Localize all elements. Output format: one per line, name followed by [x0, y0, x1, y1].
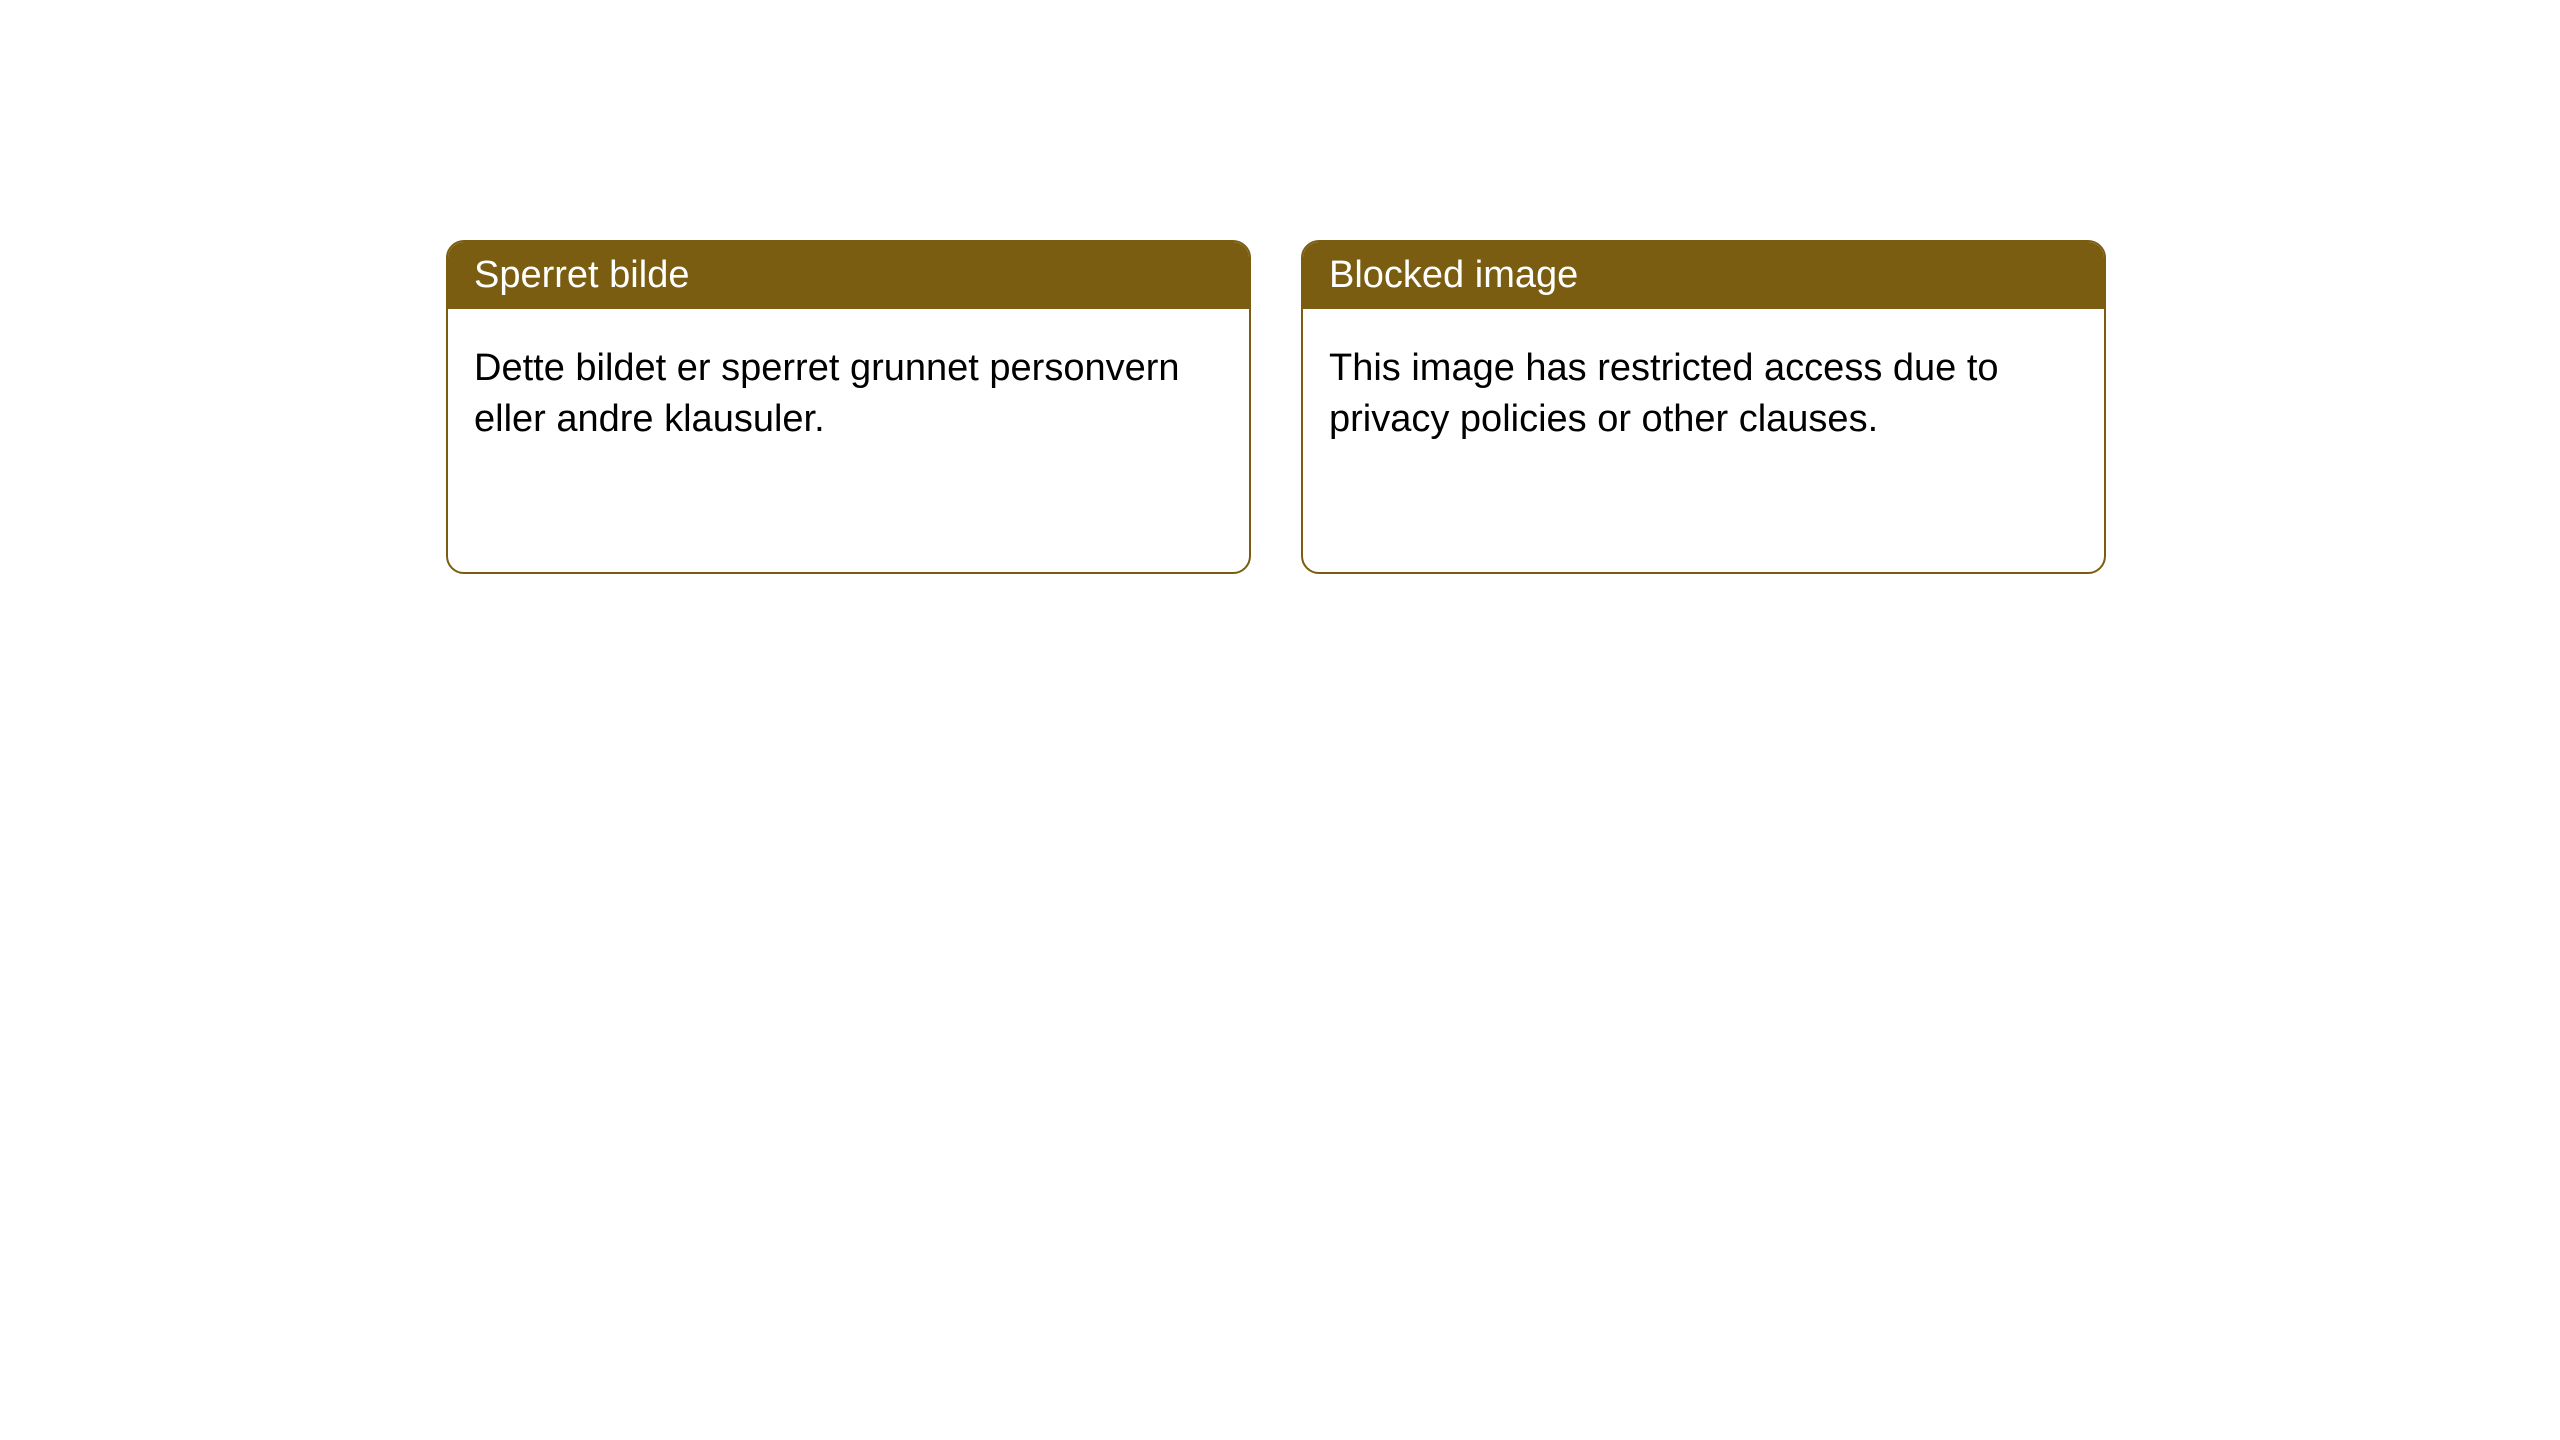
notice-card-norwegian: Sperret bilde Dette bildet er sperret gr… [446, 240, 1251, 574]
notice-header: Sperret bilde [448, 242, 1249, 309]
notice-body: Dette bildet er sperret grunnet personve… [448, 309, 1249, 496]
notice-container: Sperret bilde Dette bildet er sperret gr… [446, 240, 2106, 574]
notice-header: Blocked image [1303, 242, 2104, 309]
notice-body: This image has restricted access due to … [1303, 309, 2104, 496]
notice-card-english: Blocked image This image has restricted … [1301, 240, 2106, 574]
